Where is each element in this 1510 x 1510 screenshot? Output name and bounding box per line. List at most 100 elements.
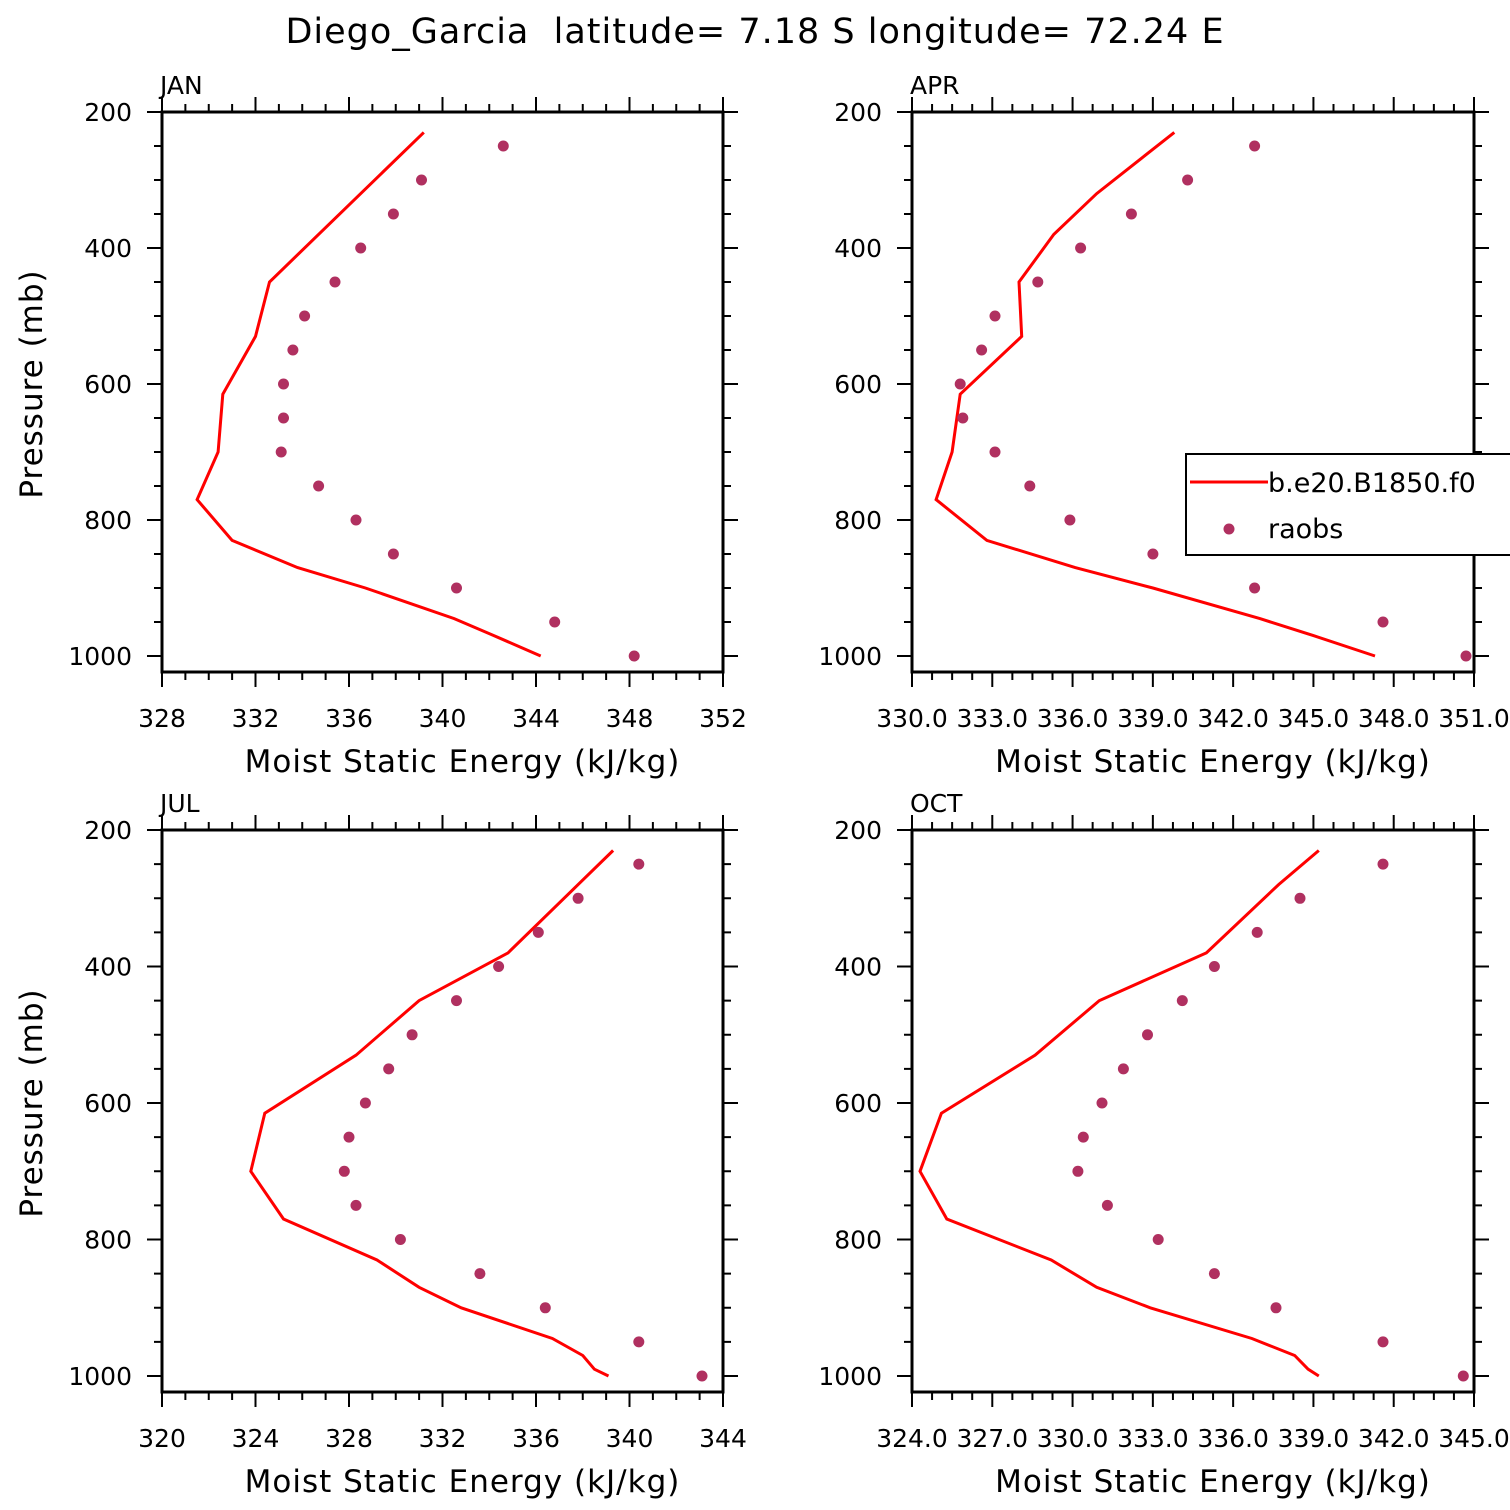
x-tick-label: 352 bbox=[699, 704, 747, 733]
raobs-point bbox=[329, 276, 341, 288]
raobs-point bbox=[1142, 1029, 1153, 1041]
model-profile-line bbox=[934, 131, 1376, 658]
raobs-point bbox=[532, 926, 544, 938]
raobs-point bbox=[350, 514, 362, 526]
y-tick-label: 200 bbox=[84, 816, 132, 845]
plot-frame bbox=[910, 110, 1476, 674]
y-tick-label: 400 bbox=[834, 953, 882, 982]
x-tick-label: 344 bbox=[512, 704, 560, 733]
y-tick-label: 600 bbox=[84, 370, 132, 399]
raobs-point bbox=[451, 995, 462, 1007]
raobs-point bbox=[383, 1063, 395, 1075]
raobs-point bbox=[1032, 276, 1044, 288]
raobs-point bbox=[406, 1029, 418, 1041]
raobs-point bbox=[1377, 616, 1389, 628]
raobs-point bbox=[287, 344, 299, 356]
raobs-point bbox=[1147, 548, 1159, 560]
y-axis-title: Pressure (mb) bbox=[14, 988, 50, 1217]
raobs-point bbox=[549, 616, 561, 628]
plot-frame bbox=[910, 828, 1476, 1394]
x-tick-label: 330.0 bbox=[1037, 1424, 1109, 1453]
y-tick-label: 400 bbox=[84, 953, 132, 982]
y-tick-label: 1000 bbox=[818, 1362, 882, 1391]
y-tick-label: 800 bbox=[84, 1226, 132, 1255]
plot-frame bbox=[160, 110, 725, 674]
raobs-point bbox=[474, 1268, 486, 1280]
panel-label: OCT bbox=[910, 789, 963, 818]
legend-marker-swatch bbox=[1223, 523, 1235, 535]
x-tick-label: 348 bbox=[606, 704, 654, 733]
y-tick-label: 600 bbox=[84, 1089, 132, 1118]
x-tick-label: 342.0 bbox=[1197, 704, 1269, 733]
x-tick-label: 342.0 bbox=[1358, 1424, 1430, 1453]
raobs-point bbox=[387, 208, 399, 220]
raobs-point bbox=[989, 446, 1001, 458]
x-tick-label: 339.0 bbox=[1278, 1424, 1350, 1453]
x-tick-label: 351.0 bbox=[1438, 704, 1510, 733]
raobs-point bbox=[1072, 1165, 1084, 1177]
x-tick-label: 336.0 bbox=[1037, 704, 1109, 733]
raobs-point bbox=[1024, 480, 1036, 492]
raobs-point bbox=[1096, 1097, 1108, 1109]
raobs-point bbox=[1377, 1336, 1389, 1348]
raobs-point bbox=[451, 582, 462, 594]
raobs-point bbox=[1125, 208, 1137, 220]
x-tick-label: 333.0 bbox=[1117, 1424, 1189, 1453]
raobs-point bbox=[1249, 140, 1261, 152]
y-tick-label: 200 bbox=[834, 816, 882, 845]
x-axis-title: Moist Static Energy (kJ/kg) bbox=[995, 744, 1431, 780]
raobs-point bbox=[539, 1302, 551, 1314]
legend-obs-label: raobs bbox=[1268, 514, 1343, 545]
raobs-point bbox=[1152, 1234, 1164, 1245]
y-tick-label: 200 bbox=[84, 98, 132, 127]
x-tick-label: 336 bbox=[325, 704, 373, 733]
panel-label: JUL bbox=[158, 789, 200, 818]
panel-jan: 200 400 600 800 1000 328 332 336 340 344 348 352 Moi… bbox=[14, 71, 747, 780]
x-axis-title: Moist Static Energy (kJ/kg) bbox=[245, 744, 681, 780]
raobs-point bbox=[633, 1336, 645, 1348]
raobs-point bbox=[954, 378, 966, 390]
raobs-point bbox=[1208, 1268, 1220, 1280]
raobs-point bbox=[1208, 961, 1220, 972]
x-tick-label: 345.0 bbox=[1438, 1424, 1510, 1453]
panel-oct: 200 400 600 800 1000 324.0 327.0 330.0 333.0 336.… bbox=[818, 789, 1509, 1500]
raobs-point bbox=[1101, 1199, 1113, 1211]
legend-box bbox=[1185, 453, 1510, 556]
y-tick-label: 600 bbox=[834, 1089, 882, 1118]
raobs-point bbox=[989, 310, 1001, 322]
x-tick-label: 340 bbox=[419, 704, 467, 733]
figure-title: Diego_Garcia latitude= 7.18 S longitude=… bbox=[285, 12, 1225, 52]
raobs-point bbox=[275, 446, 287, 458]
x-tick-label: 344 bbox=[699, 1424, 747, 1453]
x-tick-label: 327.0 bbox=[956, 1424, 1028, 1453]
raobs-point bbox=[278, 412, 289, 424]
x-tick-label: 328 bbox=[325, 1424, 373, 1453]
raobs-point bbox=[338, 1165, 350, 1177]
panel-label: APR bbox=[910, 71, 960, 100]
y-tick-label: 1000 bbox=[68, 1362, 132, 1391]
raobs-point bbox=[572, 892, 584, 904]
raobs-point bbox=[1377, 858, 1389, 870]
x-tick-label: 340 bbox=[606, 1424, 654, 1453]
x-tick-label: 330.0 bbox=[876, 704, 948, 733]
x-tick-label: 324.0 bbox=[876, 1424, 948, 1453]
raobs-point bbox=[628, 650, 640, 662]
raobs-point bbox=[497, 140, 509, 152]
y-tick-label: 800 bbox=[834, 506, 882, 535]
x-tick-label: 336.0 bbox=[1197, 1424, 1269, 1453]
x-tick-label: 324 bbox=[232, 1424, 280, 1453]
raobs-point bbox=[1075, 242, 1087, 254]
y-tick-label: 800 bbox=[834, 1226, 882, 1255]
x-tick-label: 333.0 bbox=[956, 704, 1028, 733]
y-tick-label: 1000 bbox=[818, 642, 882, 671]
x-tick-label: 320 bbox=[138, 1424, 186, 1453]
raobs-point bbox=[313, 480, 325, 492]
x-tick-label: 336 bbox=[512, 1424, 560, 1453]
raobs-point bbox=[1251, 926, 1263, 938]
x-tick-label: 339.0 bbox=[1117, 704, 1189, 733]
raobs-point bbox=[350, 1199, 362, 1211]
raobs-point bbox=[394, 1234, 406, 1245]
legend: b.e20.B1850.f0 raobs bbox=[1185, 453, 1510, 556]
panel-label: JAN bbox=[158, 71, 203, 100]
y-tick-label: 1000 bbox=[68, 642, 132, 671]
